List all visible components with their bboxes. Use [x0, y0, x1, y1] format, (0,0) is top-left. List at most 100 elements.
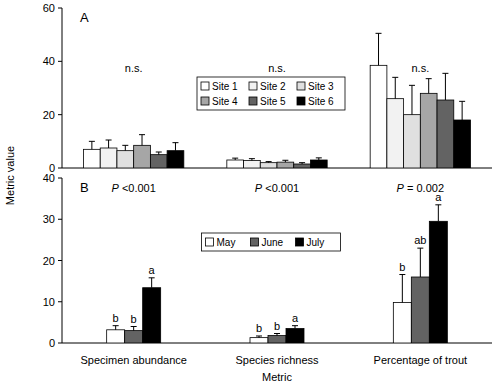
- error-cap: [149, 277, 155, 278]
- error-bar: [292, 326, 298, 329]
- error-bar: [376, 33, 382, 65]
- bar: [429, 221, 447, 343]
- y-tick-label: 60: [43, 2, 55, 14]
- error-line: [175, 143, 176, 151]
- legend-swatch: [249, 82, 257, 90]
- y-tick-label: 0: [49, 337, 55, 349]
- annotation: n.s.: [268, 62, 286, 74]
- bar: [294, 164, 311, 168]
- legend-label: Site 5: [260, 96, 286, 107]
- error-bar: [139, 135, 145, 146]
- bar: [84, 149, 101, 168]
- error-bar: [266, 162, 272, 163]
- bar: [167, 151, 184, 168]
- error-line: [438, 205, 439, 222]
- y-tick: [58, 301, 62, 302]
- annotation: P <0.001: [255, 182, 299, 194]
- bar: [117, 151, 134, 168]
- error-bar: [435, 205, 441, 222]
- error-line: [91, 141, 92, 149]
- error-line: [151, 278, 152, 288]
- panel: 010203040Specimen abundanceP <0.001bbaSp…: [43, 172, 492, 383]
- error-cap: [156, 152, 162, 153]
- y-tick: [58, 8, 62, 9]
- legend-swatch: [251, 238, 259, 246]
- error-bar: [409, 85, 415, 114]
- y-tick: [58, 343, 62, 344]
- bar: [437, 100, 454, 168]
- labels: Specimen abundanceP <0.001bbaSpecies ric…: [80, 180, 467, 383]
- error-cap: [282, 160, 288, 161]
- legend-label: Site 6: [308, 96, 334, 107]
- error-line: [133, 327, 134, 331]
- legend-label: Site 2: [260, 81, 286, 92]
- error-cap: [392, 77, 398, 78]
- error-line: [115, 326, 116, 330]
- error-cap: [292, 325, 298, 326]
- error-bar: [172, 143, 178, 151]
- bar: [277, 162, 294, 168]
- error-bar: [426, 79, 432, 94]
- bar: [150, 155, 167, 168]
- error-bar: [417, 248, 423, 277]
- error-cap: [376, 33, 382, 34]
- legend-swatch: [296, 238, 304, 246]
- bar: [244, 161, 261, 168]
- error-bar: [442, 73, 448, 100]
- legend-label: Site 3: [308, 81, 334, 92]
- y-tick-label: 40: [43, 55, 55, 67]
- bar: [420, 93, 437, 168]
- error-bar: [131, 327, 137, 331]
- annotation: n.s.: [125, 62, 143, 74]
- error-cap: [249, 158, 255, 159]
- error-cap: [122, 145, 128, 146]
- bar: [404, 115, 421, 168]
- panel-title: B: [80, 180, 89, 195]
- error-line: [420, 248, 421, 277]
- y-tick: [58, 114, 62, 115]
- bar: [286, 329, 304, 343]
- letter: b: [274, 320, 280, 332]
- error-bar: [399, 275, 405, 303]
- bar: [134, 145, 151, 168]
- bar: [107, 330, 125, 343]
- error-cap: [172, 142, 178, 143]
- legend-swatch: [249, 97, 257, 105]
- bar: [143, 288, 161, 343]
- error-bar: [113, 326, 119, 330]
- y-tick: [58, 219, 62, 220]
- legend-swatch: [201, 97, 209, 105]
- y-tick-label: 20: [43, 109, 55, 121]
- error-cap: [256, 335, 262, 336]
- bar: [100, 148, 117, 168]
- y-tick: [58, 260, 62, 261]
- legend-swatch: [201, 82, 209, 90]
- letter: b: [131, 313, 137, 325]
- y-tick: [58, 168, 62, 169]
- panel: 0204060n.s.n.s.n.s.AMetric valueSite 1Si…: [4, 2, 492, 205]
- error-line: [428, 79, 429, 94]
- letter: b: [256, 322, 262, 334]
- error-line: [402, 275, 403, 303]
- annotation: n.s.: [411, 62, 429, 74]
- bar: [250, 338, 268, 343]
- legend: Site 1Site 2Site 3Site 4Site 5Site 6: [197, 77, 345, 110]
- bar: [393, 303, 411, 343]
- error-cap: [442, 73, 448, 74]
- error-bar: [459, 101, 465, 120]
- y-tick-label: 20: [43, 255, 55, 267]
- legend-label: Site 4: [212, 96, 238, 107]
- error-bar: [316, 158, 322, 160]
- letter: b: [399, 261, 405, 273]
- bar: [310, 160, 327, 168]
- error-bar: [299, 163, 305, 164]
- x-tick-label: Specimen abundance: [80, 354, 186, 366]
- legend-box: [197, 77, 345, 110]
- error-bar: [106, 140, 112, 148]
- letter: a: [435, 191, 442, 203]
- y-tick-label: 40: [43, 172, 55, 184]
- error-line: [445, 73, 446, 100]
- error-cap: [131, 326, 137, 327]
- marks: [84, 33, 471, 168]
- error-cap: [435, 204, 441, 205]
